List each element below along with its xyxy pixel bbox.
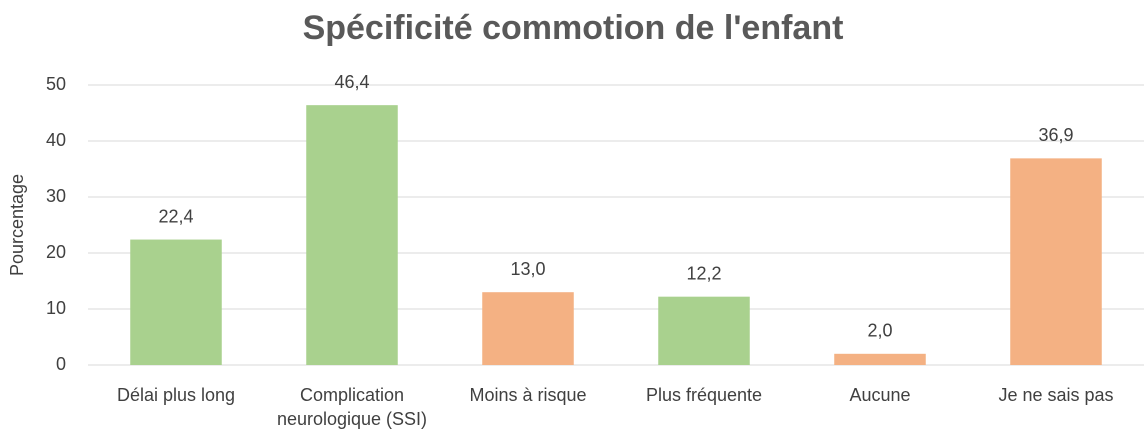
x-tick-label: Aucune	[849, 385, 911, 405]
y-tick-label: 40	[46, 130, 66, 150]
x-tick-label: Moins à risque	[469, 385, 587, 405]
data-label: 2,0	[867, 321, 892, 341]
bar	[130, 239, 222, 365]
bar	[306, 105, 398, 365]
y-tick-label: 0	[56, 354, 66, 374]
data-label: 22,4	[158, 206, 193, 226]
x-tick-label: Plus fréquente	[645, 385, 763, 405]
data-label: 36,9	[1038, 125, 1073, 145]
data-label: 13,0	[510, 259, 545, 279]
bar	[482, 292, 574, 365]
x-tick-label: Complication neurologique (SSI)	[276, 385, 428, 429]
data-label: 12,2	[686, 263, 721, 283]
y-axis-label: Pourcentage	[7, 174, 27, 276]
bar	[834, 353, 926, 365]
x-tick-label: Je ne sais pas	[998, 385, 1114, 405]
x-tick-label: Délai plus long	[116, 385, 236, 405]
y-tick-label: 20	[46, 242, 66, 262]
data-label: 46,4	[334, 72, 369, 92]
bar	[1010, 158, 1102, 365]
y-tick-label: 50	[46, 74, 66, 94]
y-tick-label: 10	[46, 298, 66, 318]
y-tick-label: 30	[46, 186, 66, 206]
chart-title: Spécificité commotion de l'enfant	[303, 9, 844, 47]
bar	[658, 296, 750, 365]
